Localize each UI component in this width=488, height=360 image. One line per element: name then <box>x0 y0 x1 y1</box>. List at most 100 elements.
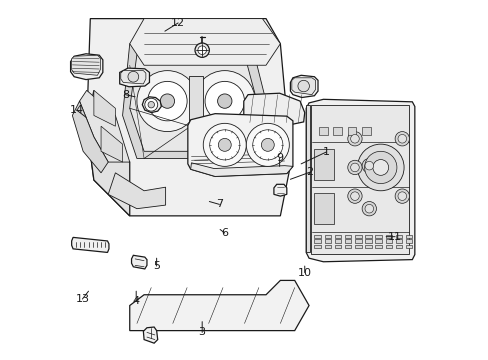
Polygon shape <box>354 234 361 238</box>
Circle shape <box>194 71 255 132</box>
Text: 5: 5 <box>153 261 160 271</box>
Text: 13: 13 <box>75 294 89 304</box>
Polygon shape <box>143 327 158 343</box>
Polygon shape <box>385 234 391 238</box>
Polygon shape <box>354 244 361 248</box>
Circle shape <box>364 161 373 170</box>
Text: 3: 3 <box>198 327 205 337</box>
Polygon shape <box>129 19 280 65</box>
Circle shape <box>128 71 139 82</box>
Circle shape <box>147 81 187 121</box>
Circle shape <box>252 130 282 160</box>
Circle shape <box>362 202 376 216</box>
Polygon shape <box>347 127 356 135</box>
Circle shape <box>347 160 362 175</box>
Polygon shape <box>310 105 408 253</box>
Polygon shape <box>131 255 147 269</box>
Polygon shape <box>187 114 292 176</box>
Circle shape <box>364 151 396 184</box>
Polygon shape <box>80 90 129 162</box>
Polygon shape <box>86 19 290 216</box>
Polygon shape <box>108 173 165 209</box>
Polygon shape <box>290 75 317 98</box>
Text: 6: 6 <box>221 228 228 238</box>
Circle shape <box>350 192 359 201</box>
Circle shape <box>148 102 154 108</box>
Polygon shape <box>324 234 330 238</box>
Circle shape <box>364 204 373 213</box>
Circle shape <box>394 132 408 146</box>
Polygon shape <box>121 71 145 84</box>
Circle shape <box>209 130 239 160</box>
Polygon shape <box>405 244 411 248</box>
Polygon shape <box>334 234 341 238</box>
Polygon shape <box>365 234 371 238</box>
Circle shape <box>357 144 403 191</box>
Circle shape <box>394 189 408 203</box>
Text: 4: 4 <box>132 296 140 306</box>
Circle shape <box>350 134 359 143</box>
Polygon shape <box>319 127 327 135</box>
Polygon shape <box>190 163 292 176</box>
Polygon shape <box>365 239 371 243</box>
Circle shape <box>246 123 289 166</box>
Polygon shape <box>375 239 381 243</box>
Polygon shape <box>362 127 370 135</box>
Polygon shape <box>344 234 351 238</box>
Circle shape <box>144 98 158 111</box>
Circle shape <box>372 159 388 175</box>
Polygon shape <box>120 68 149 87</box>
Circle shape <box>397 134 406 143</box>
Circle shape <box>217 128 222 133</box>
Polygon shape <box>365 244 371 248</box>
Circle shape <box>195 43 209 57</box>
Polygon shape <box>375 234 381 238</box>
Circle shape <box>297 80 309 92</box>
Polygon shape <box>122 44 265 158</box>
Text: 1: 1 <box>322 147 329 157</box>
Polygon shape <box>188 76 203 126</box>
Text: 9: 9 <box>276 153 283 163</box>
Polygon shape <box>244 93 304 127</box>
Polygon shape <box>375 244 381 248</box>
Polygon shape <box>305 105 309 252</box>
Circle shape <box>137 71 198 132</box>
Circle shape <box>204 81 244 121</box>
Polygon shape <box>72 101 108 173</box>
Polygon shape <box>129 54 258 151</box>
Polygon shape <box>291 78 315 95</box>
Polygon shape <box>273 184 286 196</box>
Polygon shape <box>405 234 411 238</box>
Circle shape <box>362 158 376 173</box>
Polygon shape <box>129 280 308 330</box>
Polygon shape <box>395 239 401 243</box>
Polygon shape <box>354 239 361 243</box>
Circle shape <box>347 132 362 146</box>
Circle shape <box>198 46 206 54</box>
Text: 7: 7 <box>215 199 223 210</box>
Polygon shape <box>314 244 320 248</box>
Polygon shape <box>314 234 320 238</box>
Polygon shape <box>334 239 341 243</box>
Polygon shape <box>344 244 351 248</box>
Circle shape <box>350 163 359 172</box>
Polygon shape <box>333 127 341 135</box>
Circle shape <box>397 192 406 201</box>
Polygon shape <box>86 90 129 216</box>
Polygon shape <box>70 54 102 80</box>
Circle shape <box>160 94 174 108</box>
Circle shape <box>203 123 246 166</box>
Polygon shape <box>344 239 351 243</box>
Text: 12: 12 <box>171 18 185 28</box>
Polygon shape <box>193 154 207 165</box>
Polygon shape <box>395 244 401 248</box>
Polygon shape <box>101 126 122 162</box>
Polygon shape <box>385 244 391 248</box>
Text: 14: 14 <box>69 105 83 115</box>
Polygon shape <box>395 234 401 238</box>
Polygon shape <box>314 149 333 180</box>
Polygon shape <box>324 239 330 243</box>
Polygon shape <box>72 55 100 75</box>
Polygon shape <box>385 239 391 243</box>
Circle shape <box>217 94 231 108</box>
